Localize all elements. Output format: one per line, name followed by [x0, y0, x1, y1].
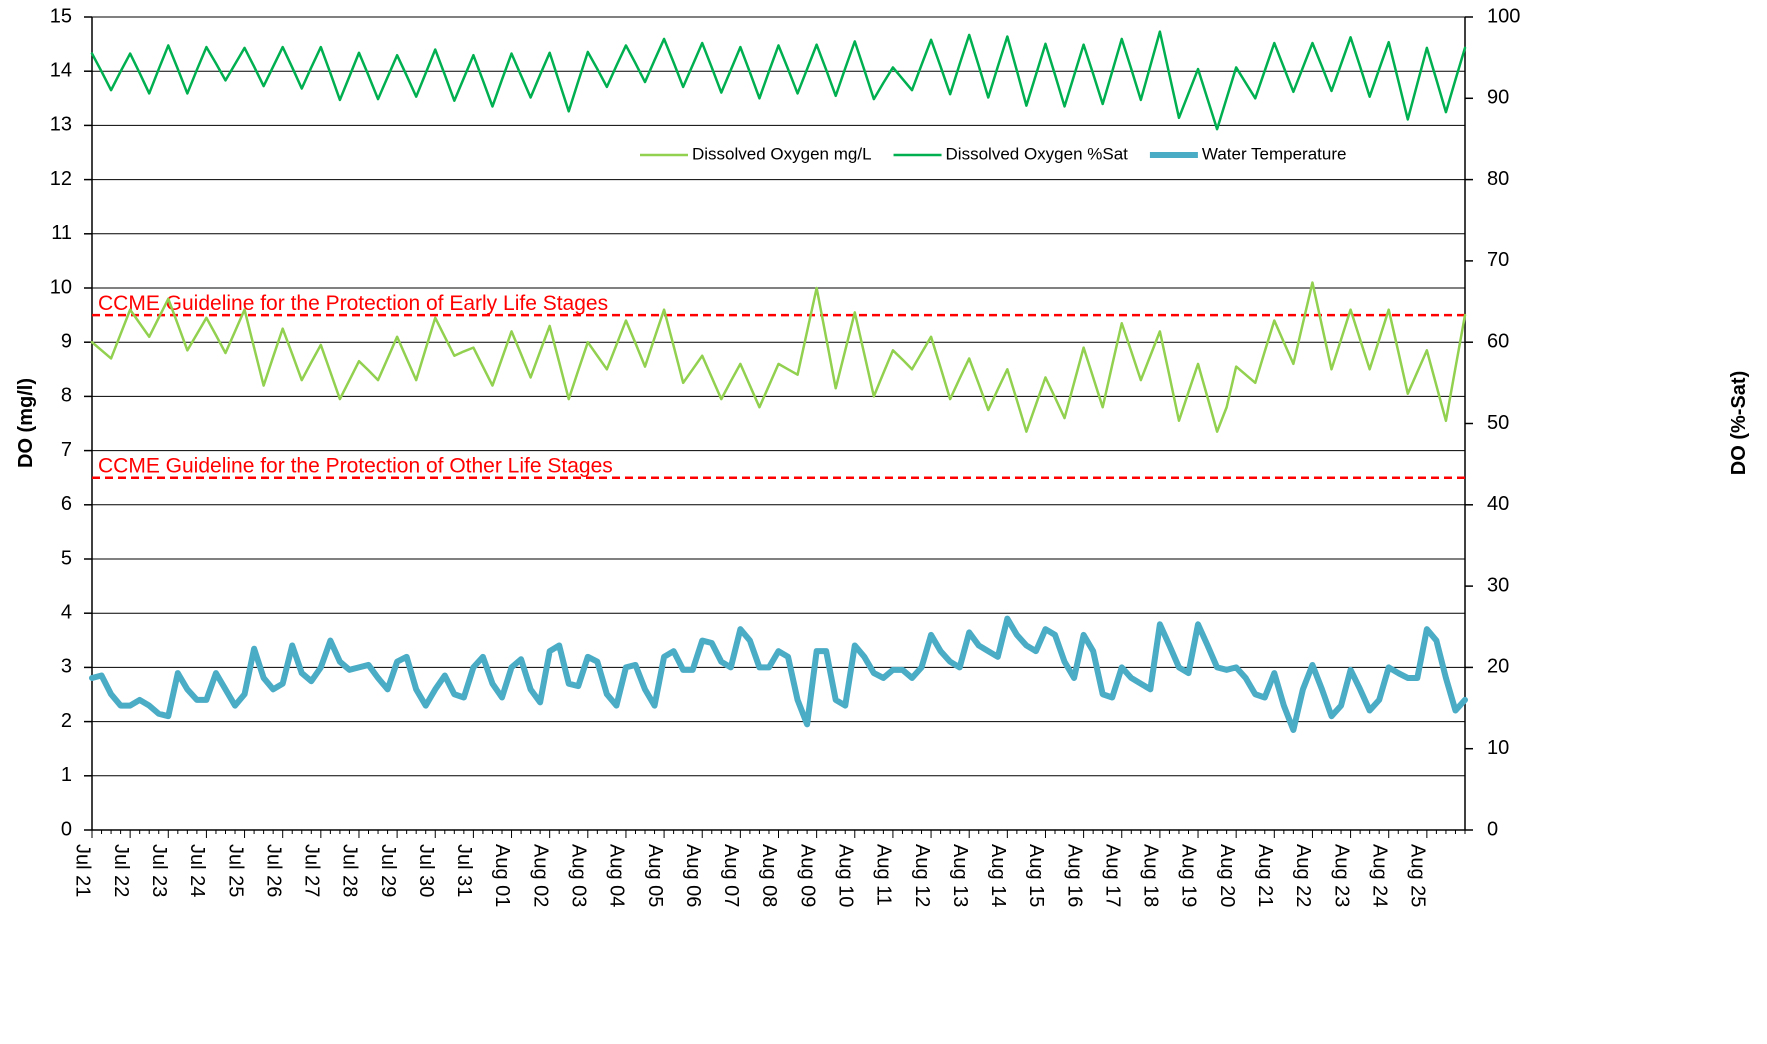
y-tick-label: 9 — [61, 330, 72, 352]
x-tick-label: Aug 02 — [529, 844, 551, 907]
x-tick-label: Aug 17 — [1101, 844, 1123, 907]
series-line — [90, 281, 1467, 433]
y-tick-label: 4 — [61, 601, 72, 623]
x-tick-label: Jul 23 — [148, 844, 170, 897]
x-tick-label: Aug 01 — [491, 844, 513, 907]
x-tick-label: Aug 21 — [1254, 844, 1276, 907]
legend-label: Water Temperature — [1202, 144, 1347, 163]
x-tick-label: Jul 31 — [453, 844, 475, 897]
y2-tick-label: 30 — [1487, 574, 1509, 596]
x-tick-label: Jul 26 — [262, 844, 284, 897]
x-tick-label: Jul 22 — [110, 844, 132, 897]
x-tick-label: Aug 24 — [1368, 844, 1390, 907]
x-tick-label: Aug 03 — [568, 844, 590, 907]
y2-tick-label: 40 — [1487, 493, 1509, 515]
x-tick-label: Aug 14 — [987, 844, 1009, 907]
y2-tick-label: 10 — [1487, 737, 1509, 759]
x-tick-label: Aug 15 — [1025, 844, 1047, 907]
x-tick-label: Aug 10 — [834, 844, 856, 907]
x-tick-label: Jul 27 — [301, 844, 323, 897]
y-tick-label: 10 — [50, 276, 72, 298]
x-tick-label: Aug 22 — [1292, 844, 1314, 907]
y-tick-label: 0 — [61, 818, 72, 840]
y-tick-label: 13 — [50, 114, 72, 136]
x-tick-label: Aug 04 — [606, 844, 628, 907]
x-tick-label: Aug 12 — [911, 844, 933, 907]
x-tick-label: Aug 09 — [796, 844, 818, 907]
x-tick-label: Jul 24 — [186, 844, 208, 897]
y2-tick-label: 70 — [1487, 249, 1509, 271]
x-tick-label: Aug 20 — [1216, 844, 1238, 907]
y2-tick-label: 80 — [1487, 168, 1509, 190]
x-tick-label: Aug 16 — [1063, 844, 1085, 907]
x-tick-label: Aug 19 — [1178, 844, 1200, 907]
reference-label: CCME Guideline for the Protection of Ear… — [98, 292, 608, 315]
x-tick-label: Aug 05 — [644, 844, 666, 907]
series-line — [90, 30, 1467, 131]
y2-axis-title: DO (%-Sat) — [1728, 371, 1750, 475]
y-tick-label: 12 — [50, 168, 72, 190]
x-tick-label: Aug 23 — [1330, 844, 1352, 907]
y-tick-label: 14 — [50, 59, 72, 81]
y-tick-label: 6 — [61, 493, 72, 515]
x-tick-label: Jul 21 — [72, 844, 94, 897]
y2-tick-label: 90 — [1487, 87, 1509, 109]
x-tick-label: Aug 08 — [758, 844, 780, 907]
x-tick-label: Aug 18 — [1140, 844, 1162, 907]
x-tick-label: Jul 30 — [415, 844, 437, 897]
x-tick-label: Jul 29 — [377, 844, 399, 897]
reference-label: CCME Guideline for the Protection of Oth… — [98, 455, 613, 478]
y2-tick-label: 100 — [1487, 5, 1520, 27]
x-tick-label: Aug 07 — [720, 844, 742, 907]
y-tick-label: 1 — [61, 764, 72, 786]
series-line — [89, 615, 1468, 733]
x-tick-label: Aug 11 — [873, 844, 895, 906]
y2-tick-label: 60 — [1487, 330, 1509, 352]
x-tick-label: Jul 25 — [224, 844, 246, 897]
x-tick-label: Aug 06 — [682, 844, 704, 907]
y2-tick-label: 0 — [1487, 818, 1498, 840]
y-tick-label: 15 — [50, 5, 72, 27]
y-tick-label: 11 — [51, 222, 72, 244]
y-axis-title: DO (mg/l) — [15, 378, 37, 468]
y2-tick-label: 20 — [1487, 656, 1509, 678]
legend-label: Dissolved Oxygen mg/L — [692, 144, 872, 163]
x-tick-label: Jul 28 — [339, 844, 361, 897]
y-tick-label: 5 — [61, 547, 72, 569]
y-tick-label: 7 — [61, 439, 72, 461]
y-tick-label: 8 — [61, 385, 72, 407]
y-tick-label: 2 — [61, 710, 72, 732]
y2-tick-label: 50 — [1487, 412, 1509, 434]
x-tick-label: Aug 25 — [1407, 844, 1429, 907]
x-tick-label: Aug 13 — [949, 844, 971, 907]
legend-label: Dissolved Oxygen %Sat — [946, 144, 1129, 163]
y-tick-label: 3 — [61, 656, 72, 678]
